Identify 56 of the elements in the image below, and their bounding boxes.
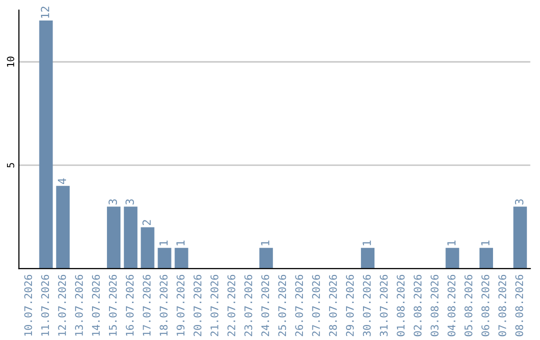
x-tick-label: 17.07.2026 [142, 274, 151, 336]
data-label: 2 [142, 220, 151, 226]
x-tick-label: 14.07.2026 [92, 274, 100, 336]
x-tick-label: 30.07.2026 [362, 274, 371, 336]
y-tick-label: 10 [6, 56, 14, 67]
bar [174, 248, 188, 269]
y-tick-label: 5 [7, 163, 14, 168]
data-label: 1 [176, 240, 185, 246]
x-tick-label: 22.07.2026 [227, 274, 236, 336]
bar [39, 20, 53, 269]
x-tick-label: 29.07.2026 [346, 274, 354, 336]
bar [56, 186, 70, 269]
x-tick-label: 08.08.2026 [515, 274, 524, 336]
x-tick-label: 01.08.2026 [396, 274, 405, 336]
x-tick-label: 25.07.2026 [278, 274, 286, 336]
x-tick-label: 15.07.2026 [108, 274, 117, 336]
x-tick-label: 03.08.2026 [430, 274, 439, 336]
bar [259, 248, 273, 269]
x-tick-label: 04.08.2026 [448, 274, 456, 336]
x-tick-label: 11.07.2026 [41, 274, 50, 336]
x-tick-label: 27.07.2026 [312, 274, 320, 336]
x-tick-label: 13.07.2026 [75, 274, 83, 336]
x-tick-label: 02.08.2026 [414, 274, 422, 336]
bar [124, 206, 138, 269]
data-label: 3 [108, 199, 117, 204]
x-tick-label: 21.07.2026 [210, 274, 218, 336]
x-tick-label: 20.07.2026 [194, 274, 202, 336]
x-tick-label: 06.08.2026 [481, 274, 490, 336]
x-tick-label: 16.07.2026 [126, 274, 134, 336]
bar [140, 227, 154, 269]
data-label: 12 [40, 6, 50, 18]
bar [513, 206, 527, 269]
data-label: 1 [447, 240, 456, 246]
x-tick-label: 18.07.2026 [160, 274, 168, 336]
x-tick-label: 10.07.2026 [24, 274, 32, 336]
data-label: 1 [481, 240, 490, 246]
x-tick-label: 05.08.2026 [464, 274, 472, 336]
x-tick-label: 12.07.2026 [58, 274, 66, 336]
bar [360, 248, 374, 269]
bar [446, 248, 460, 269]
data-label: 3 [126, 199, 134, 204]
data-label: 4 [58, 178, 66, 184]
x-tick-label: 31.07.2026 [380, 274, 388, 336]
data-label: 3 [514, 199, 524, 204]
x-tick-label: 07.08.2026 [498, 274, 506, 336]
bar [158, 248, 172, 269]
x-tick-label: 19.07.2026 [176, 274, 185, 336]
x-tick-label: 28.07.2026 [329, 274, 337, 336]
bar [479, 248, 494, 269]
bar [106, 206, 120, 269]
data-label: 1 [261, 240, 270, 246]
data-label: 1 [160, 240, 168, 246]
x-tick-label: 26.07.2026 [295, 274, 304, 336]
x-tick-label: 24.07.2026 [261, 274, 270, 336]
data-label: 1 [362, 240, 371, 246]
x-tick-label: 23.07.2026 [244, 274, 252, 336]
